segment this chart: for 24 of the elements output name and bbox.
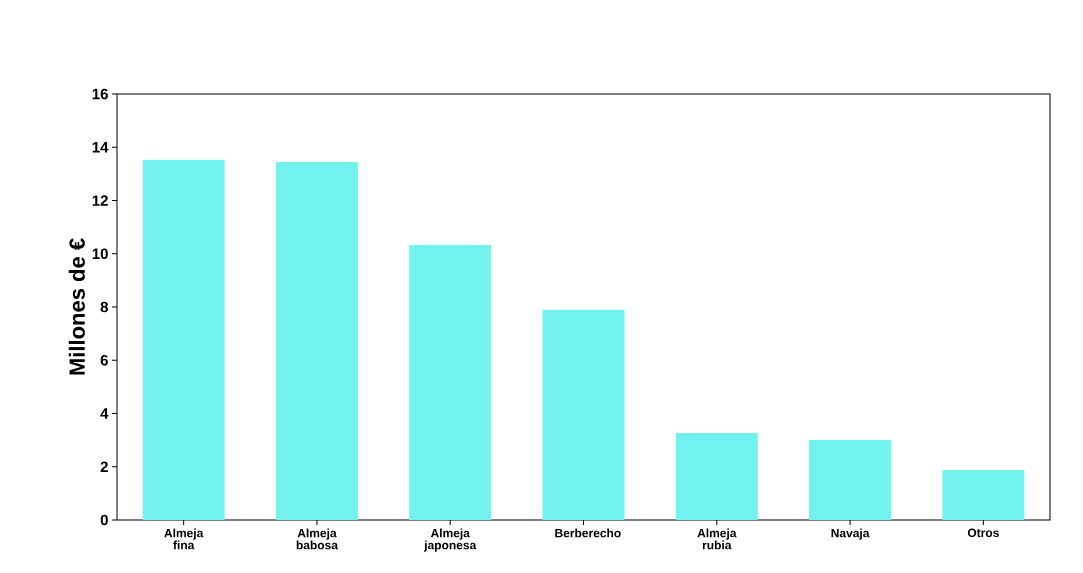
bar <box>942 469 1025 520</box>
y-tick-label: 8 <box>100 301 108 313</box>
bar <box>275 161 358 520</box>
bar <box>542 309 625 520</box>
x-tick-label: Otros <box>967 528 999 538</box>
x-tick-label: Almeja rubia <box>697 528 737 550</box>
bar <box>809 440 892 520</box>
y-tick-label: 0 <box>100 514 108 526</box>
y-tick-label: 4 <box>100 408 109 419</box>
bar <box>142 159 225 520</box>
x-tick-label: Berberecho <box>555 528 621 538</box>
x-tick-label: Navaja <box>831 528 870 540</box>
y-tick-label: 10 <box>92 248 108 260</box>
x-tick-label: Almeja babosa <box>296 528 339 550</box>
x-tick-label: Almeja fina <box>164 528 204 550</box>
y-tick-label: 2 <box>100 461 108 472</box>
y-tick-label: 6 <box>100 354 108 366</box>
y-tick-label: 12 <box>92 195 108 206</box>
x-tick-label: Almeja japonesa <box>424 528 477 552</box>
bar <box>675 432 758 520</box>
y-axis-title: Millones de € <box>68 238 85 375</box>
bar <box>409 244 492 520</box>
y-tick-label: 14 <box>92 142 109 153</box>
y-tick-label: 16 <box>92 88 108 100</box>
